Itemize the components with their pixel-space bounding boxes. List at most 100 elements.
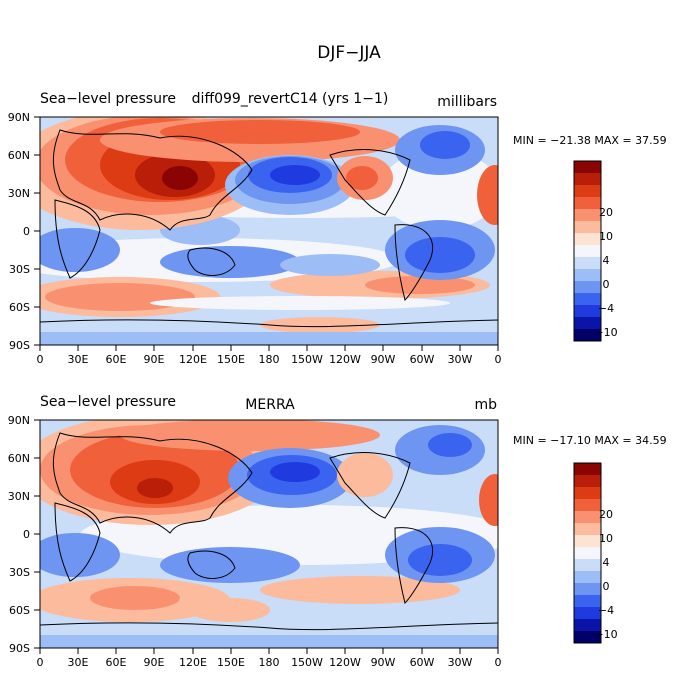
x-tick-label: 120E [179, 353, 207, 366]
x-tick-label: 30W [448, 353, 473, 366]
field-blob [428, 433, 472, 457]
field-blob [160, 246, 300, 278]
y-tick-label: 90S [9, 339, 30, 352]
y-tick-label: 30N [8, 490, 30, 503]
field-blob [160, 120, 360, 144]
coastline-north-america [329, 452, 411, 519]
x-tick-label: 60W [410, 656, 435, 669]
panel-title-center: diff099_revertC14 (yrs 1−1) [192, 91, 389, 107]
x-tick-label: 90E [144, 353, 165, 366]
y-tick-label: 60S [9, 301, 30, 314]
field-blob [420, 131, 470, 159]
x-tick-label: 0 [37, 353, 44, 366]
field-blob [190, 598, 270, 622]
y-tick-label: 60N [8, 149, 30, 162]
x-tick-label: 150E [217, 656, 245, 669]
colorbar-swatch [574, 583, 601, 596]
y-tick-label: 0 [23, 225, 30, 238]
field-blob [270, 462, 320, 482]
colorbar-swatch [574, 185, 601, 198]
colorbar-label: 20 [599, 508, 613, 521]
colorbar: 20 10 4 0 −4 −10 [573, 160, 618, 342]
colorbar-swatch [574, 317, 601, 330]
colorbar-swatch [574, 161, 601, 174]
field-blob [408, 544, 472, 576]
colorbar-swatch [574, 535, 601, 548]
field-blob [162, 166, 198, 190]
coastline-eurasia [52, 432, 253, 534]
coastline-south-america [394, 224, 433, 301]
x-tick-label: 180 [259, 353, 280, 366]
min-max-label: MIN = −21.38 MAX = 37.59 [513, 134, 667, 147]
field-blob [137, 478, 173, 498]
contour-field [40, 420, 498, 648]
colorbar-frame [573, 462, 602, 644]
field-blob [477, 165, 498, 225]
x-tick-label: 120W [329, 353, 361, 366]
coastline-south-america [394, 527, 433, 604]
axes: 0 30E 60E 90E 120E 150E 180 150W 120W 90… [8, 111, 502, 366]
field-blob [160, 547, 300, 583]
x-tick-label: 0 [495, 353, 502, 366]
min-max-label: MIN = −17.10 MAX = 34.59 [513, 434, 667, 447]
y-ticks [34, 116, 40, 346]
contour-field [40, 117, 498, 345]
panel-title-left: Sea−level pressure [40, 394, 176, 410]
coastline-north-america [329, 149, 411, 216]
x-tick-label: 60E [106, 353, 127, 366]
colorbar-swatch [574, 197, 601, 210]
x-tick-label: 90W [371, 656, 396, 669]
colorbar-swatch [574, 269, 601, 282]
field-blob [270, 165, 320, 185]
colorbar-swatch [574, 209, 601, 222]
colorbar-label: −10 [594, 326, 617, 339]
figure-title: DJF−JJA [317, 43, 381, 63]
colorbar-swatch [574, 293, 601, 306]
colorbar-label: −10 [594, 628, 617, 641]
colorbar-label: 10 [599, 230, 613, 243]
y-tick-label: 30S [9, 566, 30, 579]
colorbar-swatch [574, 595, 601, 608]
colorbar-swatch [574, 607, 601, 620]
coastlines [40, 432, 498, 631]
colorbar-swatch [574, 499, 601, 512]
x-tick-label: 0 [37, 656, 44, 669]
panel-model: Sea−level pressure diff099_revertC14 (yr… [8, 91, 667, 366]
coastline-antarctica [40, 622, 498, 631]
x-tick-label: 60W [410, 353, 435, 366]
colorbar-swatches [574, 161, 601, 342]
x-tick-label: 90E [144, 656, 165, 669]
x-ticks [39, 345, 499, 351]
x-tick-label: 60E [106, 656, 127, 669]
colorbar-swatch [574, 511, 601, 524]
x-tick-label: 30W [448, 656, 473, 669]
field-blob [337, 453, 393, 497]
colorbar-swatch [574, 547, 601, 560]
x-tick-label: 30E [68, 353, 89, 366]
y-tick-label: 90N [8, 414, 30, 427]
colorbar: 20 10 4 0 −4 −10 [573, 462, 618, 644]
colorbar-swatch [574, 329, 601, 342]
field-blob [45, 283, 195, 311]
x-tick-label: 90W [371, 353, 396, 366]
colorbar-label: 10 [599, 532, 613, 545]
y-tick-label: 60S [9, 604, 30, 617]
colorbar-label: −4 [598, 604, 614, 617]
colorbar-swatch [574, 631, 601, 644]
field-blob [40, 332, 498, 345]
colorbar-swatch [574, 559, 601, 572]
field-blob [280, 254, 380, 276]
colorbar-swatch [574, 487, 601, 500]
panel-units: mb [474, 397, 497, 413]
colorbar-frame [573, 160, 602, 342]
y-tick-label: 30S [9, 263, 30, 276]
coastlines [40, 129, 498, 328]
x-tick-label: 150W [291, 656, 323, 669]
colorbar-swatches [574, 463, 601, 644]
panel-title-center: MERRA [245, 397, 295, 413]
x-tick-label: 120E [179, 656, 207, 669]
x-ticks [39, 648, 499, 654]
colorbar-swatch [574, 475, 601, 488]
colorbar-swatch [574, 173, 601, 186]
y-tick-label: 60N [8, 452, 30, 465]
